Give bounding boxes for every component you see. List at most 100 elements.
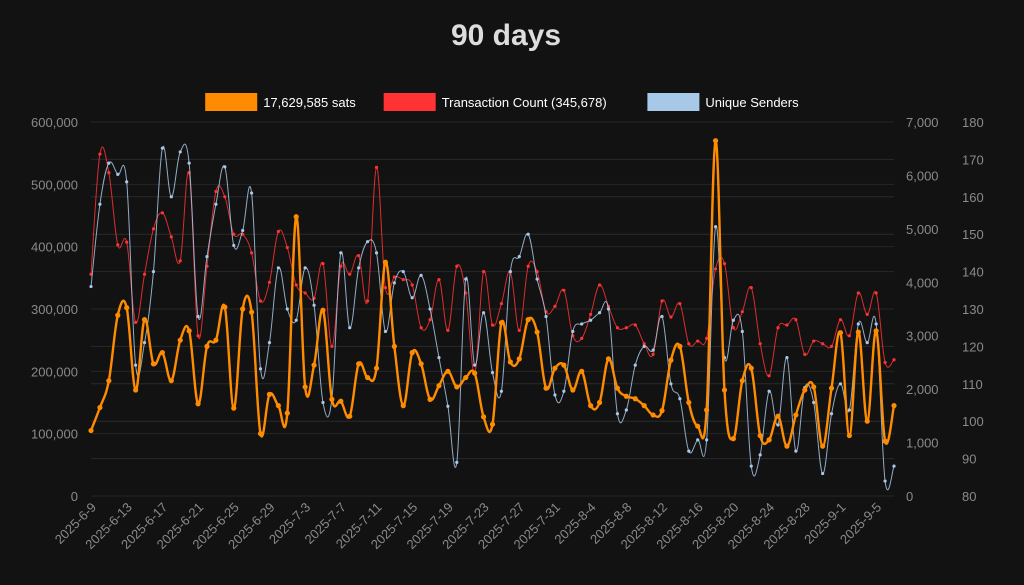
data-point	[802, 387, 808, 393]
data-point	[615, 326, 620, 330]
y-left-tick-label: 400,000	[31, 240, 78, 255]
legend-label: Transaction Count (345,678)	[442, 95, 607, 110]
data-point	[106, 378, 112, 384]
data-point	[142, 341, 147, 345]
data-point	[892, 358, 896, 362]
data-point	[481, 270, 486, 274]
data-point	[455, 460, 459, 464]
data-point	[767, 389, 771, 393]
data-point	[713, 225, 718, 229]
gridlines	[91, 121, 894, 497]
data-point	[464, 277, 468, 281]
data-point	[178, 259, 182, 263]
data-point	[847, 334, 851, 338]
data-point	[97, 404, 103, 411]
data-point	[330, 344, 334, 348]
data-point	[829, 344, 834, 348]
data-point	[159, 350, 165, 356]
data-point	[865, 341, 869, 345]
data-point	[276, 229, 280, 234]
y-right1-tick-label: 5,000	[906, 222, 939, 237]
data-point	[364, 374, 371, 381]
data-point	[257, 431, 264, 437]
data-point	[713, 267, 718, 271]
data-point	[730, 436, 737, 442]
data-point	[177, 337, 183, 343]
data-point	[160, 211, 164, 215]
data-point	[267, 341, 272, 345]
data-point	[561, 362, 567, 368]
data-point	[687, 342, 691, 346]
data-point	[758, 342, 762, 346]
data-point	[498, 320, 505, 326]
y-right2-tick-label: 110	[962, 377, 983, 392]
data-point	[187, 161, 191, 165]
data-point	[302, 384, 308, 390]
data-point	[258, 367, 263, 371]
legend-item[interactable]: Unique Senders	[647, 93, 799, 111]
data-point	[775, 413, 781, 419]
data-point	[785, 323, 789, 327]
y-right2-tick-label: 100	[962, 414, 984, 429]
data-point	[463, 374, 469, 381]
data-point	[134, 363, 138, 367]
data-point	[660, 299, 664, 303]
data-point	[428, 307, 432, 311]
data-point	[473, 363, 477, 367]
legend-swatch	[205, 93, 258, 111]
data-point	[419, 326, 423, 330]
data-point	[580, 336, 584, 340]
data-point	[285, 245, 289, 250]
y-left-tick-label: 0	[71, 489, 78, 504]
y-right1-tick-label: 1,000	[906, 436, 939, 451]
data-point	[480, 414, 487, 420]
data-point	[437, 356, 441, 360]
data-point	[107, 161, 111, 165]
data-point	[705, 438, 709, 442]
data-point	[731, 326, 736, 330]
data-point	[874, 291, 878, 295]
data-point	[294, 283, 298, 287]
legend-item[interactable]: 17,629,585 sats	[205, 93, 356, 111]
data-point	[400, 403, 406, 409]
data-point	[597, 311, 602, 315]
y-right2-tick-label: 130	[962, 302, 984, 317]
data-point	[410, 296, 414, 300]
data-point	[803, 352, 807, 357]
data-point	[641, 403, 647, 409]
data-point	[891, 403, 897, 409]
data-point	[490, 323, 495, 327]
data-point	[785, 356, 789, 360]
data-point	[883, 360, 887, 365]
legend[interactable]: 17,629,585 sats Transaction Count (345,67…	[205, 93, 799, 111]
y-axis-right-senders: 180 170 160 150 140 130 120 110 100 90 80	[962, 115, 984, 504]
data-point	[250, 191, 254, 195]
data-point	[812, 339, 816, 343]
data-point	[678, 302, 682, 306]
data-point	[589, 318, 593, 322]
data-point	[882, 438, 888, 444]
legend-item[interactable]: Transaction Count (345,678)	[383, 93, 607, 111]
data-point	[892, 464, 896, 468]
data-point	[169, 235, 173, 239]
data-point	[383, 286, 388, 290]
data-point	[704, 407, 710, 413]
data-point	[275, 403, 281, 409]
data-point	[88, 427, 94, 434]
data-point	[223, 195, 227, 199]
data-point	[570, 387, 576, 393]
data-point	[446, 404, 450, 408]
data-point	[838, 318, 843, 322]
y-left-tick-label: 200,000	[31, 364, 78, 379]
data-point	[489, 421, 496, 427]
data-point	[231, 405, 237, 411]
data-point	[740, 310, 744, 314]
data-point	[534, 329, 540, 335]
data-point	[883, 479, 887, 483]
data-point	[293, 214, 299, 220]
data-point	[258, 299, 263, 303]
data-point	[141, 317, 148, 323]
data-point	[267, 280, 272, 284]
data-point	[508, 270, 512, 274]
data-point	[686, 399, 692, 406]
